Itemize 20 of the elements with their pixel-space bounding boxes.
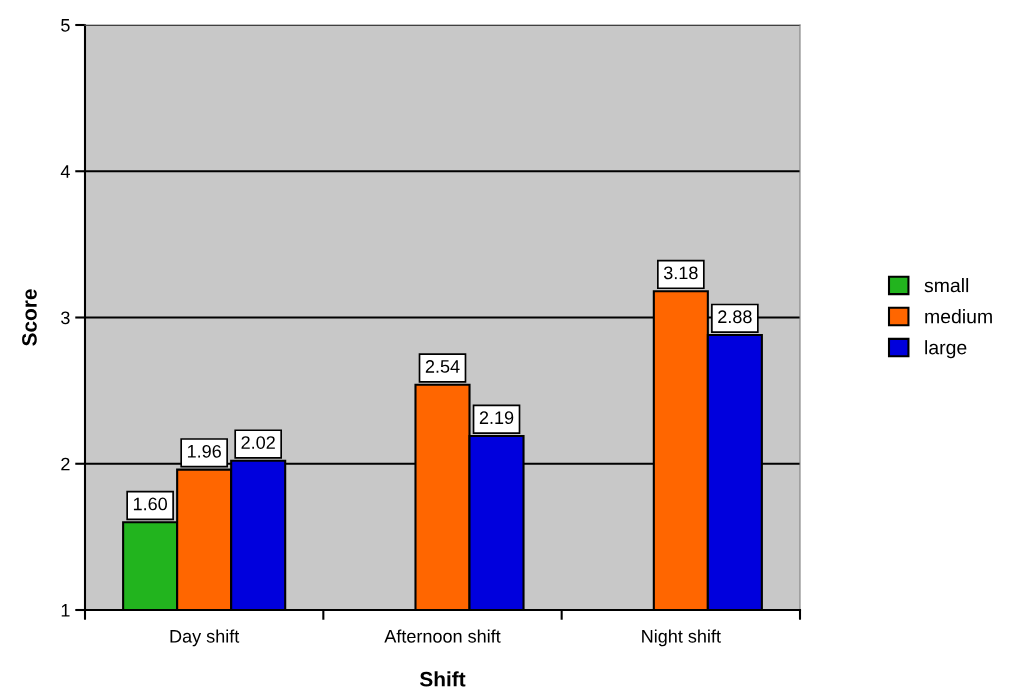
- y-tick-label: 5: [61, 19, 70, 32]
- legend-label: medium: [925, 309, 992, 324]
- y-axis-title: Score: [22, 289, 37, 346]
- data-label: 2.02: [241, 436, 275, 449]
- y-tick-label: 2: [61, 457, 70, 471]
- legend-label: large: [925, 340, 967, 359]
- data-label: 2.19: [479, 411, 514, 425]
- x-tick-label: Day shift: [170, 629, 240, 647]
- data-label: 2.88: [718, 310, 752, 324]
- y-tick-label: 1: [61, 604, 70, 617]
- data-label: 3.18: [663, 266, 698, 280]
- data-label: 2.54: [425, 360, 460, 373]
- x-tick-label: Afternoon shift: [384, 629, 501, 643]
- x-axis-title: Shift: [419, 671, 466, 687]
- x-tick-label: Night shift: [642, 629, 721, 647]
- data-label: 1.60: [133, 497, 168, 511]
- y-tick-label: 3: [61, 311, 70, 325]
- data-label: 1.96: [187, 444, 221, 458]
- legend-label: small: [924, 278, 969, 293]
- y-tick-label: 4: [60, 165, 70, 178]
